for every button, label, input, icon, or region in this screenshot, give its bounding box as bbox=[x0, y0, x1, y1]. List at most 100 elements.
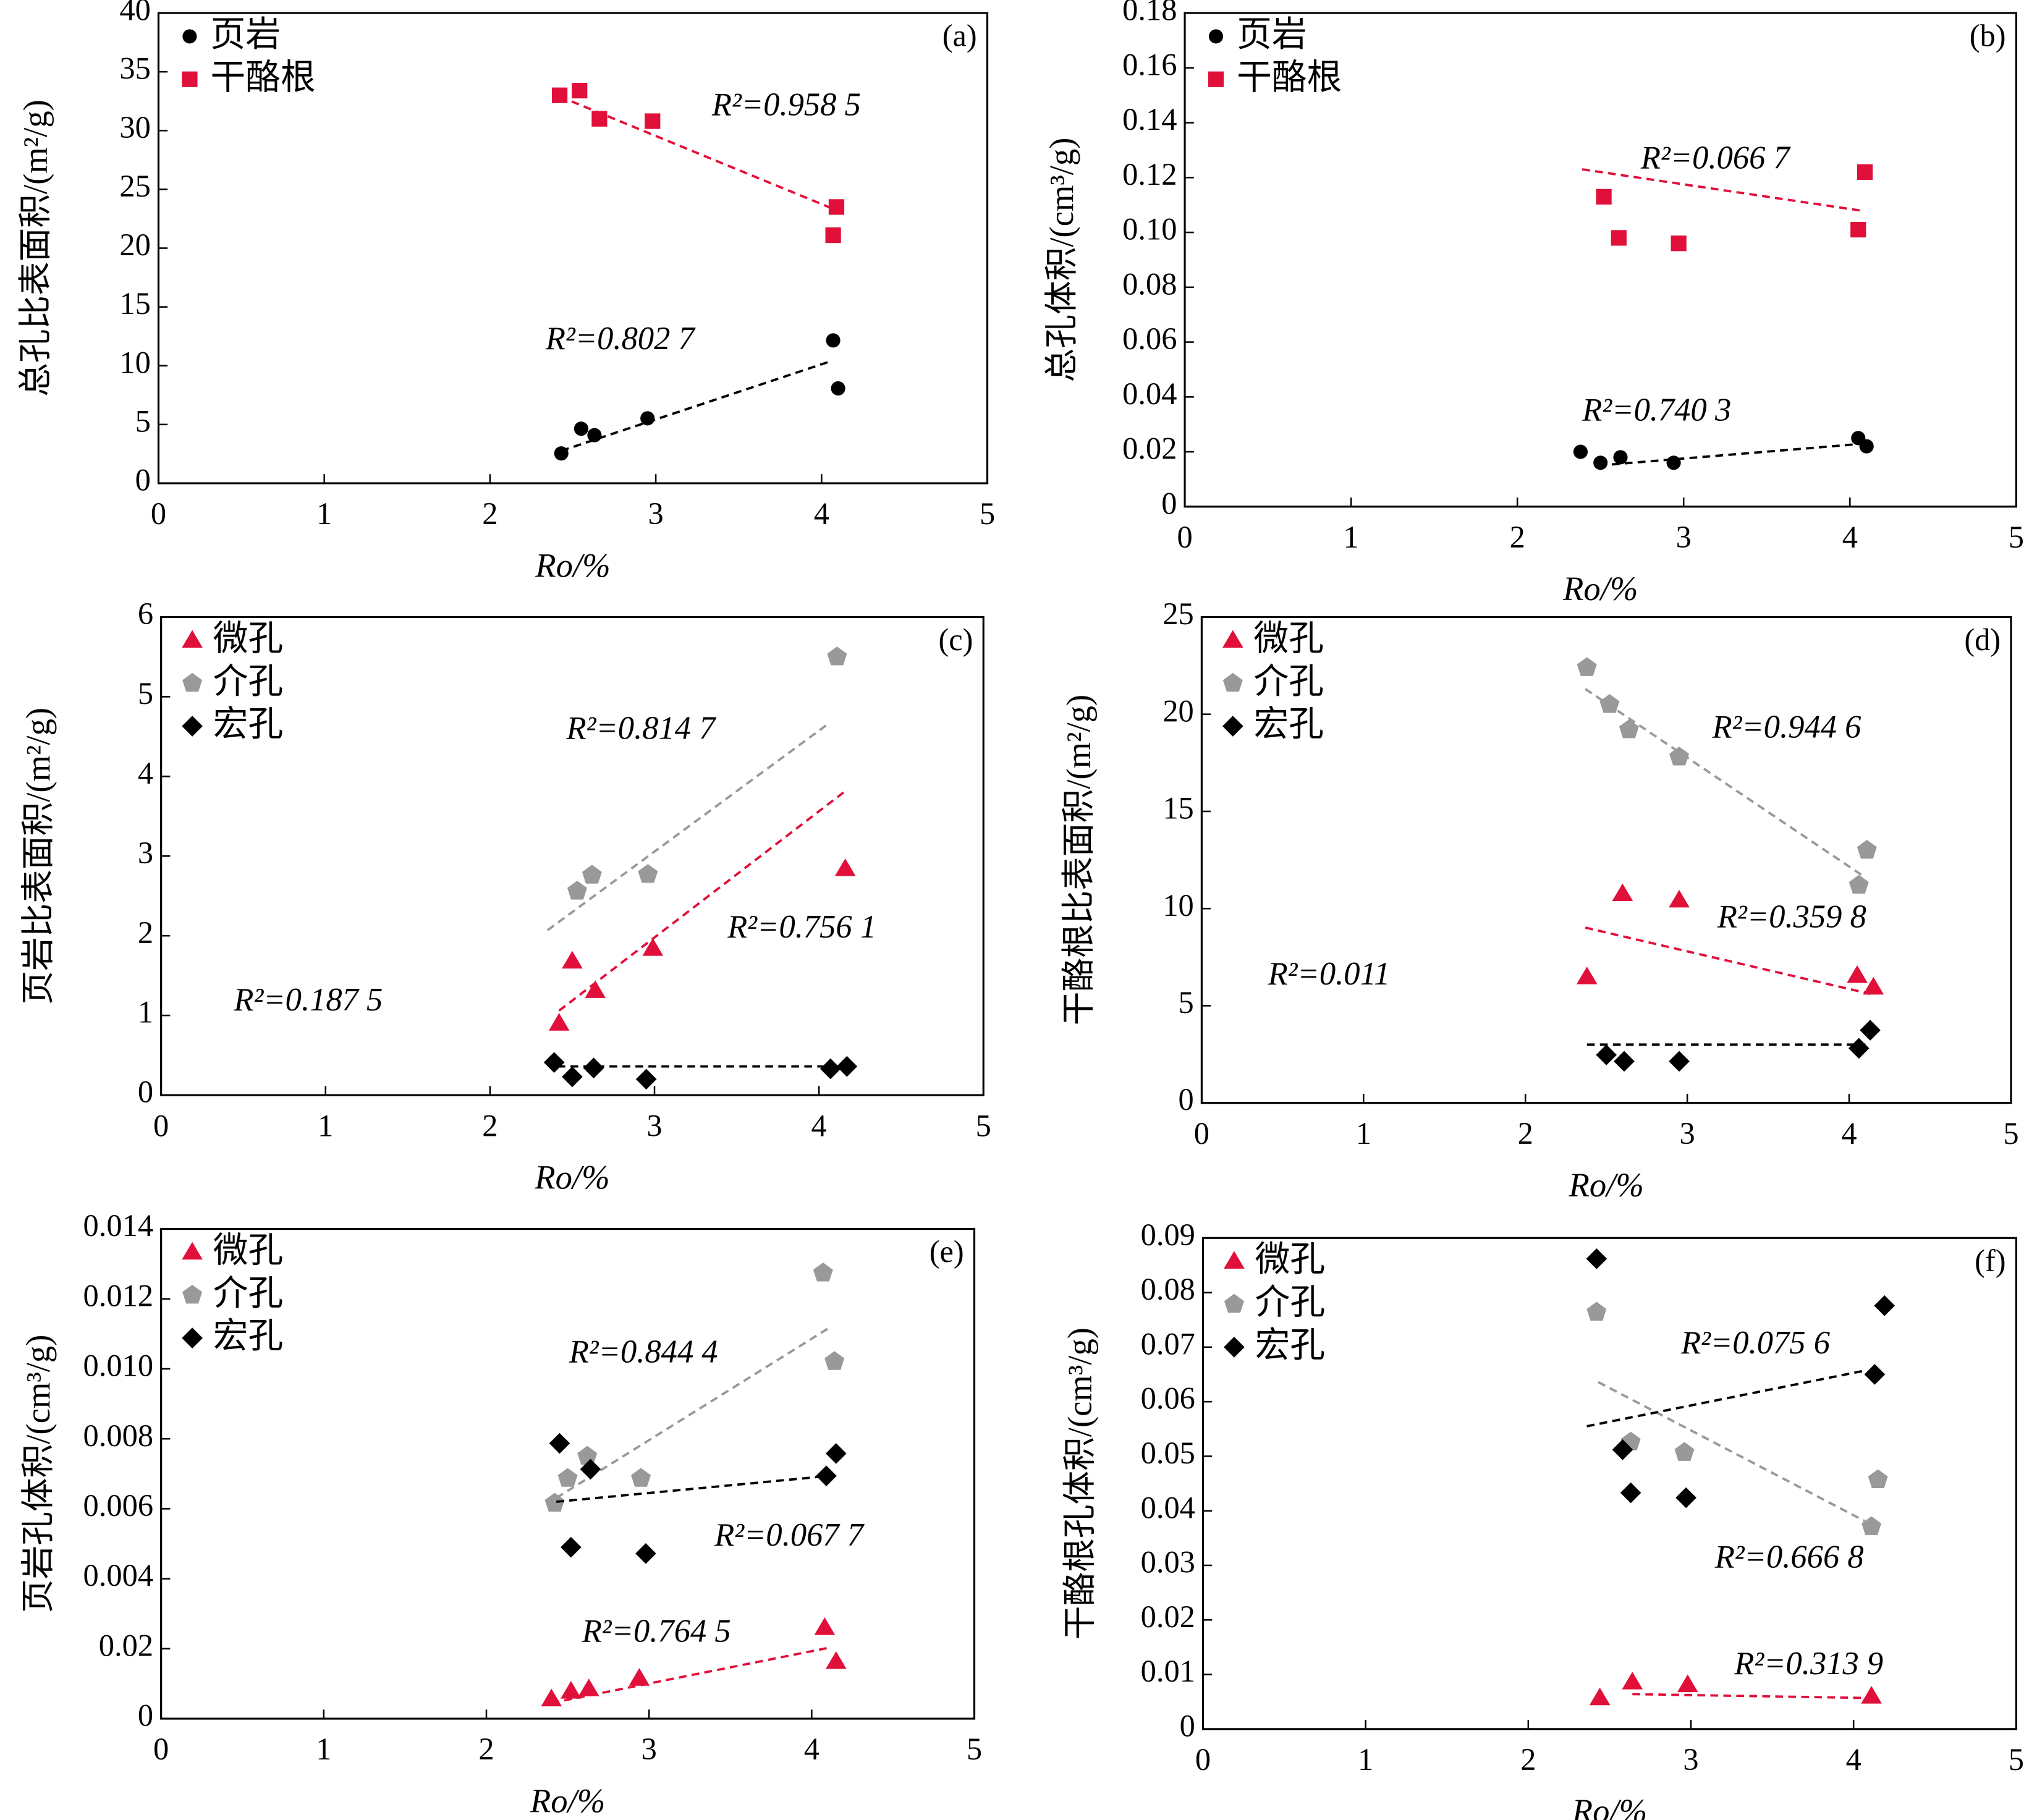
y-tick-label: 0.07 bbox=[1141, 1326, 1195, 1361]
point bbox=[1669, 889, 1690, 908]
point bbox=[826, 333, 841, 348]
point bbox=[1859, 439, 1874, 454]
point bbox=[562, 950, 583, 969]
panel-label: (f) bbox=[1975, 1243, 2005, 1278]
y-tick-label: 0 bbox=[135, 463, 151, 497]
y-tick-label: 10 bbox=[119, 345, 150, 379]
point bbox=[1614, 1051, 1635, 1072]
y-tick-label: 5 bbox=[138, 676, 153, 711]
point bbox=[1849, 874, 1869, 894]
y-tick-label: 0.08 bbox=[1122, 266, 1177, 301]
y-tick-label: 0.06 bbox=[1122, 321, 1177, 356]
y-axis-label: 总孔比表面积/(m²/g) bbox=[17, 99, 54, 397]
x-tick-label: 5 bbox=[2003, 1116, 2018, 1151]
point bbox=[1671, 235, 1687, 252]
x-tick-label: 2 bbox=[1518, 1116, 1533, 1151]
trend-line bbox=[1585, 926, 1871, 996]
y-tick-label: 30 bbox=[119, 110, 150, 145]
point bbox=[1864, 1364, 1886, 1385]
x-axis-label: Ro/% bbox=[530, 1782, 605, 1819]
point bbox=[831, 381, 845, 396]
y-tick-label: 0.10 bbox=[1122, 212, 1177, 247]
point bbox=[1596, 1044, 1617, 1065]
point bbox=[1612, 883, 1633, 902]
y-tick-label: 20 bbox=[1162, 693, 1193, 728]
r2-annotation: R²=0.075 6 bbox=[1680, 1325, 1831, 1361]
point bbox=[549, 1433, 570, 1454]
y-tick-label: 0 bbox=[1179, 1082, 1194, 1117]
plot-frame bbox=[160, 616, 985, 1096]
point bbox=[544, 1492, 565, 1512]
x-tick-label: 5 bbox=[967, 1732, 982, 1766]
r2-annotation: R²=0.067 7 bbox=[714, 1517, 865, 1553]
point bbox=[548, 1013, 570, 1031]
y-tick-label: 5 bbox=[135, 404, 151, 438]
point bbox=[631, 1468, 651, 1487]
point bbox=[1874, 1295, 1895, 1316]
y-tick-label: 20 bbox=[119, 227, 150, 262]
trend-line bbox=[1582, 168, 1860, 212]
point bbox=[561, 1681, 582, 1699]
point bbox=[1577, 657, 1597, 676]
point bbox=[1857, 840, 1877, 859]
x-axis-label: Ro/% bbox=[535, 546, 610, 584]
x-tick-label: 3 bbox=[648, 496, 664, 531]
plot-frame bbox=[1201, 1237, 2017, 1730]
legend-marker bbox=[1224, 1337, 1245, 1358]
point bbox=[1596, 188, 1612, 205]
legend-marker bbox=[1208, 29, 1224, 44]
y-tick-label: 0.02 bbox=[99, 1628, 153, 1662]
point bbox=[1620, 1482, 1641, 1504]
x-tick-label: 1 bbox=[1344, 520, 1359, 554]
x-tick-label: 5 bbox=[2009, 520, 2024, 554]
point bbox=[642, 938, 664, 956]
y-tick-label: 0.04 bbox=[1122, 376, 1177, 411]
point bbox=[1674, 1442, 1695, 1461]
point bbox=[583, 1057, 604, 1079]
point bbox=[551, 87, 568, 103]
panel-label: (c) bbox=[938, 622, 973, 657]
x-tick-label: 5 bbox=[976, 1108, 991, 1143]
point bbox=[1612, 1439, 1633, 1460]
point bbox=[1622, 1672, 1643, 1690]
x-tick-label: 1 bbox=[1358, 1742, 1373, 1777]
x-tick-label: 4 bbox=[814, 496, 829, 531]
point bbox=[1599, 694, 1620, 713]
panel-label: (a) bbox=[942, 19, 977, 53]
y-axis-label: 干酪根比表面积/(m²/g) bbox=[1060, 695, 1098, 1025]
legend-label: 宏孔 bbox=[213, 1316, 284, 1357]
legend-marker bbox=[1222, 672, 1243, 692]
x-axis-label: Ro/% bbox=[534, 1158, 609, 1196]
point bbox=[1669, 1051, 1690, 1072]
point bbox=[1611, 230, 1627, 246]
trend-line bbox=[1586, 1369, 1865, 1428]
x-tick-label: 1 bbox=[318, 1108, 333, 1143]
legend-label: 干酪根 bbox=[1237, 57, 1342, 98]
point bbox=[1586, 1248, 1607, 1269]
legend-marker bbox=[182, 1242, 203, 1260]
x-tick-label: 4 bbox=[811, 1108, 827, 1143]
trend-line bbox=[556, 1326, 831, 1499]
legend-label: 页岩 bbox=[211, 14, 281, 55]
y-tick-label: 0.18 bbox=[1122, 0, 1177, 27]
legend-marker bbox=[182, 1284, 203, 1304]
point bbox=[1857, 164, 1873, 180]
legend-label: 页岩 bbox=[1237, 14, 1307, 55]
r2-annotation: R²=0.359 8 bbox=[1717, 899, 1866, 934]
x-tick-label: 4 bbox=[1842, 520, 1858, 554]
point bbox=[1860, 1020, 1881, 1041]
y-tick-label: 15 bbox=[1162, 791, 1193, 826]
point bbox=[1589, 1687, 1611, 1706]
r2-annotation: R²=0.844 4 bbox=[569, 1334, 718, 1370]
point bbox=[574, 421, 588, 436]
legend-label: 宏孔 bbox=[1255, 1324, 1326, 1365]
legend-marker bbox=[1224, 1293, 1244, 1313]
point bbox=[1850, 222, 1866, 238]
legend-label: 微孔 bbox=[213, 1230, 284, 1271]
y-tick-label: 0.16 bbox=[1122, 47, 1177, 82]
point bbox=[1619, 719, 1639, 739]
point bbox=[629, 1668, 650, 1686]
y-axis-label: 页岩比表面积/(m²/g) bbox=[19, 708, 57, 1005]
point bbox=[824, 1351, 845, 1370]
